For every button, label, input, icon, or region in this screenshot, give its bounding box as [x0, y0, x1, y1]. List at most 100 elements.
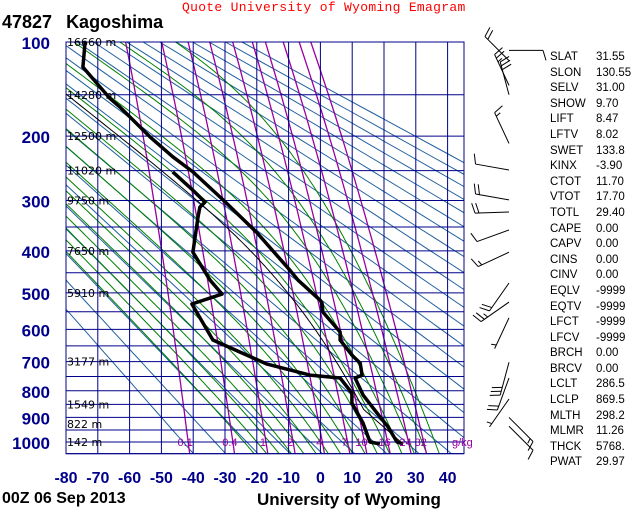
wind-barb — [486, 377, 510, 411]
index-row: LIFT 8.47 — [550, 112, 631, 128]
x-tick-label: 20 — [375, 470, 393, 487]
index-row: CAPV 0.00 — [550, 237, 631, 253]
barb-shaft — [494, 54, 510, 86]
barb-feather — [500, 59, 511, 67]
wind-barb — [508, 417, 534, 451]
index-label: TOTL — [550, 206, 580, 219]
barb-shaft — [494, 112, 510, 144]
height-label: 14280 m — [67, 89, 116, 102]
moist-adiabat — [119, 42, 428, 454]
index-label: SLON — [550, 66, 582, 79]
barb-feather — [475, 312, 485, 320]
dry-adiabat — [66, 83, 464, 390]
wind-barb — [509, 49, 547, 61]
mixing-ratio-label: 16 — [379, 437, 391, 449]
x-tick-label: -30 — [213, 470, 236, 487]
moist-adiabat — [66, 176, 329, 454]
dry-adiabat — [109, 42, 464, 274]
index-row: EQTV -9999 — [550, 300, 631, 316]
y-tick-label: 700 — [22, 354, 50, 373]
index-value: -9999 — [596, 300, 626, 313]
index-value: 11.70 — [596, 175, 624, 188]
index-row: VTOT 17.70 — [550, 190, 631, 206]
index-row: CINS 0.00 — [550, 253, 631, 269]
moist-adiabat — [66, 227, 280, 454]
x-tick-label: 0 — [316, 470, 325, 487]
barb-shaft — [494, 317, 510, 349]
wind-barb — [473, 183, 510, 201]
index-row: EQLV -9999 — [550, 284, 631, 300]
plot-frame — [65, 41, 465, 455]
index-value: 0.00 — [596, 269, 619, 282]
barb-feather — [479, 307, 490, 312]
barb-feather — [481, 303, 492, 309]
index-row: LFCT -9999 — [550, 315, 631, 331]
dry-adiabat — [66, 69, 464, 368]
moist-adiabat — [66, 215, 292, 454]
index-label: KINX — [550, 160, 577, 173]
height-label: 3177 m — [67, 356, 109, 369]
index-value: 8.02 — [596, 128, 619, 141]
wind-barb — [494, 47, 510, 86]
mixing-ratio-line — [187, 42, 269, 454]
barb-shaft — [499, 61, 510, 95]
barb-feather — [542, 50, 547, 61]
dewpoint-trace — [171, 170, 381, 446]
barb-shaft — [475, 163, 510, 171]
dry-adiabat — [66, 308, 194, 454]
index-label: SLAT — [550, 51, 578, 63]
index-label: LFTV — [550, 128, 579, 141]
wind-barb — [471, 202, 510, 214]
x-tick-label: -80 — [54, 470, 77, 487]
x-tick-label: 30 — [407, 470, 425, 487]
index-value: 0.00 — [596, 362, 619, 375]
dry-adiabat — [142, 42, 464, 242]
mixing-ratio-line — [298, 42, 412, 454]
dry-adiabat — [192, 42, 464, 200]
observation-time: 00Z 06 Sep 2013 — [2, 490, 126, 507]
barb-feather — [499, 56, 510, 63]
x-tick-label: -50 — [150, 470, 173, 487]
index-value: 31.55 — [596, 51, 625, 63]
barb-half-feather — [527, 438, 531, 444]
y-tick-label: 500 — [22, 285, 50, 304]
index-label: CTOT — [550, 175, 582, 188]
mixing-ratio-label: 0.4 — [222, 437, 237, 449]
index-label: BRCH — [550, 347, 583, 360]
index-row: LFCV -9999 — [550, 331, 631, 347]
height-label: 7650 m — [67, 245, 109, 258]
index-label: MLMR — [550, 425, 584, 438]
moist-adiabat — [66, 250, 255, 454]
index-row: CINV 0.00 — [550, 268, 631, 284]
x-tick-label: 40 — [439, 470, 457, 487]
index-row: SHOW 9.70 — [550, 97, 631, 113]
mixing-ratio-label: 24 — [399, 437, 411, 449]
barb-feather — [470, 258, 479, 267]
height-label: 1549 m — [67, 398, 109, 411]
mixing-ratio-unit: g/kg — [452, 437, 473, 449]
barb-feather — [527, 450, 534, 460]
credit: University of Wyoming — [257, 490, 441, 509]
barb-shaft — [489, 398, 510, 428]
barb-feather — [527, 441, 534, 451]
barb-shaft — [475, 193, 510, 201]
index-label: EQLV — [550, 284, 580, 297]
dry-adiabat — [66, 97, 464, 414]
index-value: -9999 — [596, 284, 626, 297]
index-value: -9999 — [596, 316, 626, 329]
index-row: SLON 130.55 — [550, 66, 631, 82]
moist-adiabat — [175, 42, 440, 454]
height-label: 16660 m — [67, 36, 116, 49]
mixing-ratio-label: 7 — [342, 437, 348, 449]
x-tick-label: -60 — [118, 470, 141, 487]
index-value: 0.00 — [596, 222, 619, 235]
index-row: BRCV 0.00 — [550, 362, 631, 378]
height-label: 9750 m — [67, 194, 109, 207]
mixing-ratio-line — [251, 42, 351, 454]
index-row: KINX -3.90 — [550, 159, 631, 175]
index-label: LIFT — [550, 113, 574, 126]
wind-barb — [470, 251, 510, 268]
index-value: 0.00 — [596, 238, 619, 251]
dry-adiabat — [208, 42, 464, 188]
mixing-ratio-line — [310, 42, 428, 454]
